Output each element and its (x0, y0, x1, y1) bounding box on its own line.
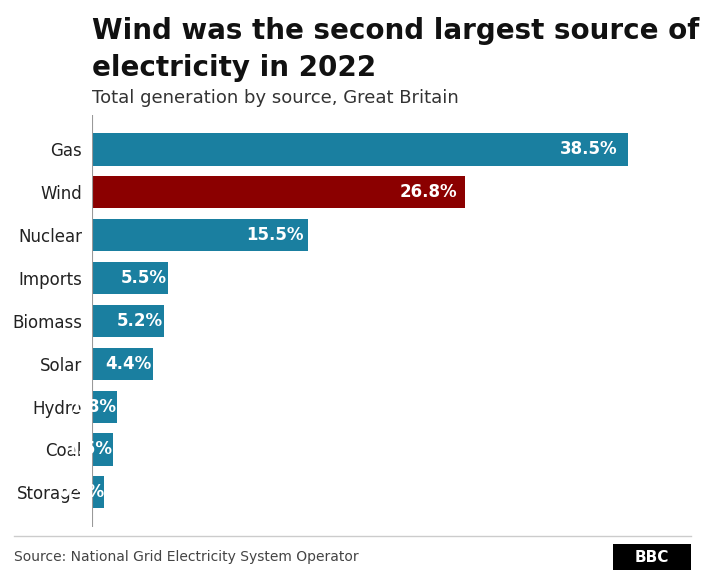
Text: 1.5%: 1.5% (66, 441, 112, 458)
Text: 5.2%: 5.2% (116, 312, 163, 330)
Text: electricity in 2022: electricity in 2022 (92, 54, 376, 83)
Text: 5.5%: 5.5% (121, 269, 167, 287)
Text: Wind was the second largest source of: Wind was the second largest source of (92, 17, 699, 45)
Bar (92, 219, 307, 251)
Text: 38.5%: 38.5% (560, 140, 618, 158)
Text: Total generation by source, Great Britain: Total generation by source, Great Britai… (92, 89, 458, 107)
Bar (92, 262, 168, 294)
Bar (92, 176, 465, 209)
Text: 26.8%: 26.8% (400, 183, 458, 201)
Text: 1.8%: 1.8% (70, 398, 116, 415)
Text: Source: National Grid Electricity System Operator: Source: National Grid Electricity System… (14, 551, 359, 564)
Bar (92, 433, 113, 465)
Bar (92, 305, 164, 337)
Bar (92, 476, 104, 508)
Text: 0.9%: 0.9% (58, 484, 104, 501)
Text: 4.4%: 4.4% (106, 355, 152, 373)
Bar (92, 348, 153, 380)
Bar (92, 134, 628, 166)
Text: BBC: BBC (635, 550, 669, 565)
Text: 15.5%: 15.5% (246, 226, 303, 244)
Bar (92, 391, 117, 423)
